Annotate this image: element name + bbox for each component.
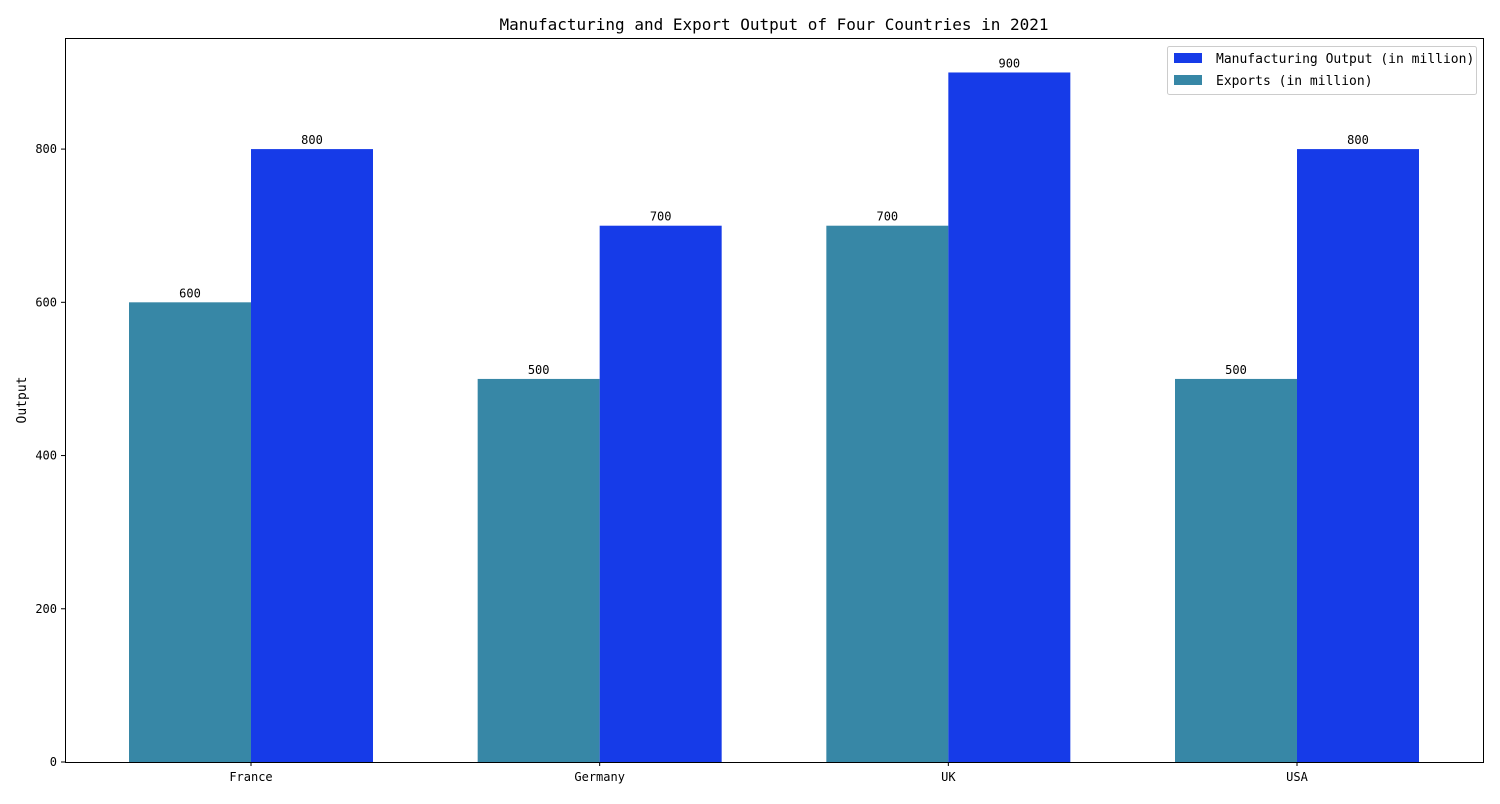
bar-exports-usa	[1175, 378, 1297, 762]
chart-title: Manufacturing and Export Output of Four …	[499, 15, 1048, 34]
y-tick-label: 0	[50, 755, 57, 769]
legend-box	[1167, 46, 1477, 95]
bar-manufacturing-usa	[1297, 149, 1419, 762]
legend-entry: Manufacturing Output (in million)	[1216, 52, 1474, 67]
legend-swatch	[1174, 75, 1202, 85]
value-label-manufacturing-germany: 700	[650, 210, 672, 224]
value-label-manufacturing-usa: 800	[1347, 133, 1369, 147]
legend-entry: Exports (in million)	[1216, 74, 1373, 89]
value-label-exports-usa: 500	[1225, 363, 1247, 377]
y-tick-label: 800	[35, 142, 57, 156]
y-tick-label: 600	[35, 295, 57, 309]
x-tick-label: Germany	[574, 770, 625, 784]
bar-exports-uk	[826, 225, 949, 762]
x-tick-label: UK	[941, 770, 956, 784]
bar-exports-france	[129, 302, 251, 762]
bars-layer	[129, 72, 1419, 762]
x-tick-label: France	[229, 770, 272, 784]
value-label-exports-germany: 500	[528, 363, 550, 377]
legend-swatch	[1174, 53, 1202, 63]
value-label-manufacturing-uk: 900	[998, 56, 1020, 70]
value-label-manufacturing-france: 800	[301, 133, 323, 147]
x-tick-label: USA	[1286, 770, 1308, 784]
x-axis: France Germany UK USA	[229, 762, 1309, 784]
y-tick-label: 200	[35, 602, 57, 616]
legend: Manufacturing Output (in million) Exports…	[1167, 46, 1477, 95]
value-label-exports-france: 600	[179, 286, 201, 300]
bar-manufacturing-france	[251, 149, 373, 762]
value-label-exports-uk: 700	[876, 210, 898, 224]
bar-manufacturing-germany	[599, 225, 722, 762]
y-tick-label: 400	[35, 449, 57, 463]
bar-exports-germany	[477, 378, 600, 762]
bar-manufacturing-uk	[948, 72, 1071, 762]
y-axis: 0 200 400 600 800	[35, 142, 65, 769]
value-labels-layer: 600 500 700 500 800 700 900 800	[179, 56, 1369, 376]
y-axis-label: Output	[15, 377, 30, 424]
plot-frame	[65, 38, 1484, 763]
